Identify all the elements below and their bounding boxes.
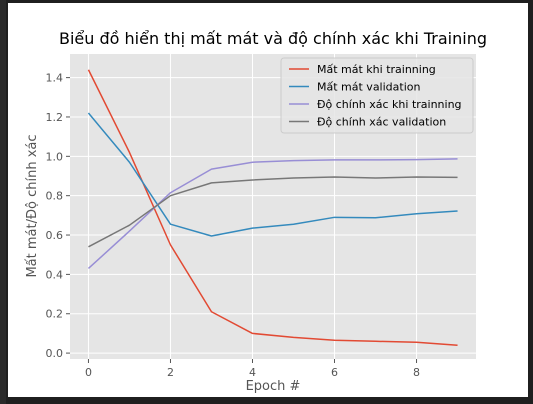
legend-box (280, 57, 474, 134)
chart-svg: Biểu đồ hiển thị mất mát và độ chính xác… (25, 29, 487, 394)
x-tick-label: 2 (167, 366, 174, 379)
y-tick-label: 0.2 (46, 308, 64, 321)
y-tick-label: 0.4 (46, 268, 64, 281)
legend-label: Mất mát khi trainning (317, 63, 436, 76)
y-axis-label: Mất mát/Độ chính xác (25, 134, 40, 277)
legend: Mất mát khi trainning Mất mát validation Đ… (280, 57, 474, 134)
y-tick-label: 0.0 (46, 347, 64, 360)
x-axis-label: Epoch # (246, 379, 301, 394)
legend-label: Độ chính xác khi trainning (317, 98, 462, 111)
plot-area: 0.0 0.2 0.4 0.6 0.8 1.0 1.2 1.4 0 2 4 6 8 Mất mát khi… (46, 54, 476, 379)
y-tick-label: 0.8 (46, 190, 64, 203)
y-tick-label: 1.2 (46, 111, 64, 124)
x-tick-label: 6 (331, 366, 338, 379)
series-line-4 (88, 176, 458, 248)
series-line-3 (87, 158, 458, 270)
chart-canvas: Biểu đồ hiển thị mất mát và độ chính xác… (8, 3, 528, 397)
y-tick-label: 1.0 (46, 150, 64, 163)
left-gutter (0, 0, 6, 404)
chart-title: Biểu đồ hiển thị mất mát và độ chính xác… (59, 29, 487, 48)
y-tick-label: 0.6 (46, 229, 64, 242)
series-line-2 (87, 112, 458, 237)
x-tick-label: 8 (413, 366, 420, 379)
x-tick-label: 0 (85, 366, 92, 379)
y-tick-label: 1.4 (46, 72, 64, 85)
legend-label: Độ chính xác validation (317, 116, 446, 129)
series-line-1 (87, 69, 458, 346)
x-tick-label: 4 (249, 366, 256, 379)
legend-label: Mất mát validation (317, 81, 420, 94)
